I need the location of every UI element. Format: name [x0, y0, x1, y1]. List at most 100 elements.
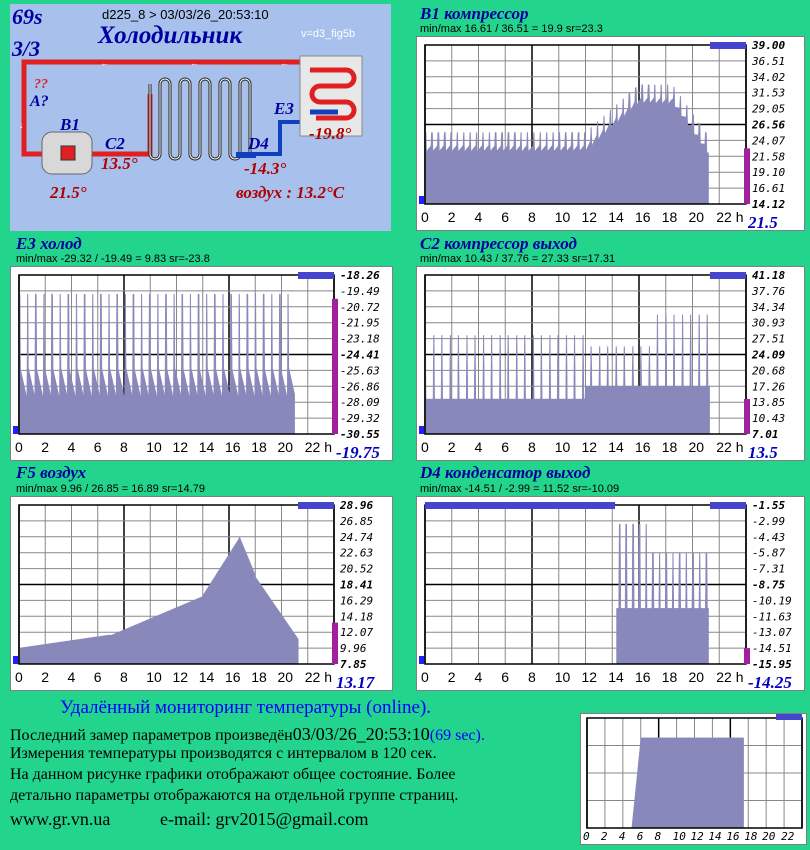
chart-d4-stats: min/max -14.51 / -2.99 = 11.52 sr=-10.09: [420, 483, 620, 495]
fridge-diagram: ← ← ← ↓ 69s 3/3 d225_8 > 03/03/26_20:53:…: [10, 4, 391, 231]
level-bar: [744, 148, 750, 204]
x-tick-label: 16: [635, 669, 651, 685]
suction-pipe: [21, 59, 303, 157]
y-tick-label: 19.10: [752, 166, 785, 179]
x-tick-label: 20: [762, 830, 776, 843]
x-tick-label: 18: [662, 209, 678, 225]
y-tick-label: 34.02: [751, 71, 785, 84]
info-line4: детально параметры отображаются на отдел…: [10, 787, 459, 804]
y-tick-label: 36.51: [751, 55, 785, 68]
series-area: [424, 314, 710, 435]
info-last-time: 03/03/26_20:53:10: [292, 724, 430, 744]
y-tick-label: 16.61: [752, 182, 785, 195]
y-tick-label: -24.41: [340, 349, 380, 362]
info-heading: Удалённый мониторинг температуры (online…: [60, 697, 432, 718]
y-tick-label: 9.96: [340, 642, 367, 655]
y-tick-label: 39.00: [751, 39, 785, 52]
chart-f5-title: F5 воздух: [16, 463, 87, 482]
y-tick-label: -2.99: [752, 515, 785, 528]
x-tick-label: 12: [582, 439, 598, 455]
range-marker: [298, 272, 334, 279]
current-value: 13.5: [748, 443, 778, 460]
y-tick-label: -4.43: [752, 531, 785, 544]
x-tick-label: 6: [501, 669, 509, 685]
unknown-mark: ??: [34, 77, 48, 92]
sensor-b1-value: 21.5°: [50, 183, 87, 202]
series-area: [18, 293, 295, 435]
x-tick-label: 8: [528, 209, 536, 225]
range-marker: [710, 272, 746, 279]
x-tick-label: 18: [744, 830, 758, 843]
y-tick-label: -11.63: [752, 610, 792, 623]
y-tick-label: -14.51: [752, 642, 792, 655]
x-tick-label: 0: [15, 669, 23, 685]
x-tick-label: 4: [68, 669, 76, 685]
y-tick-label: -7.31: [752, 563, 785, 576]
device-timestamp: d225_8 > 03/03/26_20:53:10: [102, 7, 269, 22]
y-tick-label: -21.95: [340, 317, 380, 330]
y-tick-label: -26.86: [340, 380, 380, 393]
current-value: -19.75: [336, 443, 380, 460]
arrow-icon: ←: [280, 58, 289, 68]
x-tick-label: 2: [601, 830, 608, 843]
x-tick-label: 4: [475, 669, 483, 685]
y-tick-label: 13.85: [752, 396, 785, 409]
y-tick-label: 7.01: [752, 428, 779, 441]
version-label: v=d3_fig5b: [301, 28, 356, 40]
fridge-schematic: ← ← ← ↓: [19, 55, 363, 175]
y-tick-label: -5.87: [752, 547, 785, 560]
chart-b1-svg: 0 2 4 6 8 10 12 14 16 18 20 22 h 39.00 36.51 34.02 31.5…: [419, 39, 785, 230]
page-title: Холодильник: [98, 22, 243, 49]
chart-e3-stats: min/max -29.32 / -19.49 = 9.83 sr=-23.8: [16, 253, 210, 265]
chart-d4-svg: 0 2 4 6 8 10 12 14 16 18 20 22 h -1.55 -2.99 -4.43 -5.8…: [419, 499, 792, 690]
x-tick-label: 0: [583, 830, 590, 843]
y-tick-label: 21.58: [752, 150, 785, 163]
x-tick-label: 22 h: [305, 439, 332, 455]
x-tick-label: 10: [555, 209, 571, 225]
x-tick-label: 12: [691, 830, 705, 843]
y-tick-label: -8.75: [752, 579, 785, 592]
x-tick-label: 14: [199, 669, 215, 685]
x-tick-label: 6: [94, 439, 102, 455]
email-link[interactable]: e-mail: grv2015@gmail.com: [160, 809, 369, 829]
x-tick-label: 18: [251, 669, 267, 685]
level-bar: [332, 298, 338, 434]
y-tick-label: -10.19: [752, 594, 792, 607]
x-tick-label: 8: [120, 439, 128, 455]
y-tick-label: 28.96: [339, 499, 373, 512]
x-tick-label: 2: [448, 209, 456, 225]
x-tick-label: 16: [726, 830, 740, 843]
sensor-c2-label: C2: [105, 134, 125, 153]
y-tick-label: 26.56: [751, 119, 785, 132]
page-label: 3/3: [12, 36, 41, 61]
y-tick-label: 24.74: [340, 531, 373, 544]
x-tick-label: 4: [475, 209, 483, 225]
chart-c2: 0 2 4 6 8 10 12 14 16 18 20 22 h 41.18 37.76 34.34 30.9…: [416, 266, 805, 461]
x-tick-label: 20: [689, 439, 705, 455]
range-marker: [710, 42, 746, 49]
chart-e3: 0 2 4 6 8 10 12 14 16 18 20 22 h -18.26 -19.49 -20.72 -…: [10, 266, 393, 461]
site-link[interactable]: www.gr.vn.ua: [10, 809, 111, 829]
series-area: [631, 737, 744, 829]
chart-c2-stats: min/max 10.43 / 37.76 = 27.33 sr=17.31: [420, 253, 616, 265]
x-tick-label: 20: [689, 209, 705, 225]
x-tick-label: 22 h: [716, 669, 743, 685]
y-tick-label: 24.09: [751, 349, 785, 362]
y-tick-label: -19.49: [340, 285, 380, 298]
x-tick-label: 0: [421, 669, 429, 685]
x-tick-label: 2: [41, 439, 49, 455]
x-tick-label: 20: [278, 439, 294, 455]
x-tick-label: 12: [582, 669, 598, 685]
sensor-d4-value: -14.3°: [244, 159, 287, 178]
x-tick-label: 16: [635, 209, 651, 225]
y-tick-label: 30.93: [751, 317, 785, 330]
y-tick-label: 14.12: [752, 198, 785, 211]
arrow-icon: ←: [100, 58, 109, 68]
x-tick-label: 22 h: [716, 439, 743, 455]
y-tick-label: -25.63: [340, 364, 380, 377]
level-bar: [744, 399, 750, 434]
current-value: 13.17: [336, 673, 376, 690]
level-bar: [332, 622, 338, 664]
x-tick-label: 16: [225, 439, 241, 455]
x-tick-label: 22 h: [305, 669, 332, 685]
